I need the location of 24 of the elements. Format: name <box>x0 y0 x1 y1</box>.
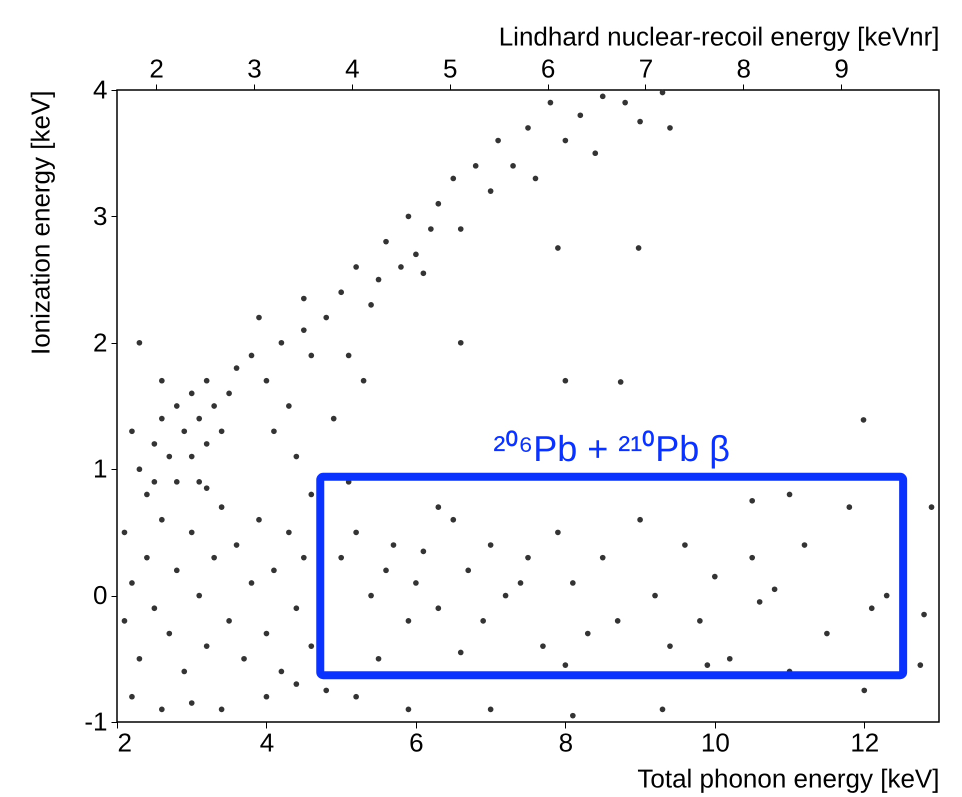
y-tick-label: 3 <box>93 200 108 231</box>
x2-tick-label: 7 <box>638 54 654 84</box>
x2-tick-label: 5 <box>442 54 458 84</box>
x-tick-label: 8 <box>558 728 574 758</box>
x-axis-title: Total phonon energy [keV] <box>637 764 940 794</box>
x2-tick-label: 8 <box>736 54 752 84</box>
x-tick-label: 12 <box>850 728 880 758</box>
x2-tick-label: 9 <box>834 54 849 84</box>
annotation: ²⁰⁶Pb + ²¹⁰Pb β <box>493 428 730 469</box>
y-tick-label: 2 <box>93 327 108 358</box>
x2-tick-label: 3 <box>247 54 262 84</box>
x2-tick-label: 6 <box>540 54 556 84</box>
x-tick-label: 10 <box>700 728 730 758</box>
x-tick-label: 4 <box>260 728 274 758</box>
y-tick-label: 4 <box>93 74 108 104</box>
y-tick-label: 0 <box>93 580 108 610</box>
x2-axis-title: Lindhard nuclear-recoil energy [keVnr] <box>498 22 940 52</box>
y-tick-label: -1 <box>84 706 108 736</box>
x2-tick-label: 2 <box>149 54 164 84</box>
x2-tick-label: 4 <box>345 54 360 84</box>
y-tick-label: 1 <box>93 454 108 484</box>
y-axis-title: Ionization energy [keV] <box>25 90 56 355</box>
x-tick-label: 2 <box>118 728 132 758</box>
x-tick-label: 6 <box>409 728 424 758</box>
